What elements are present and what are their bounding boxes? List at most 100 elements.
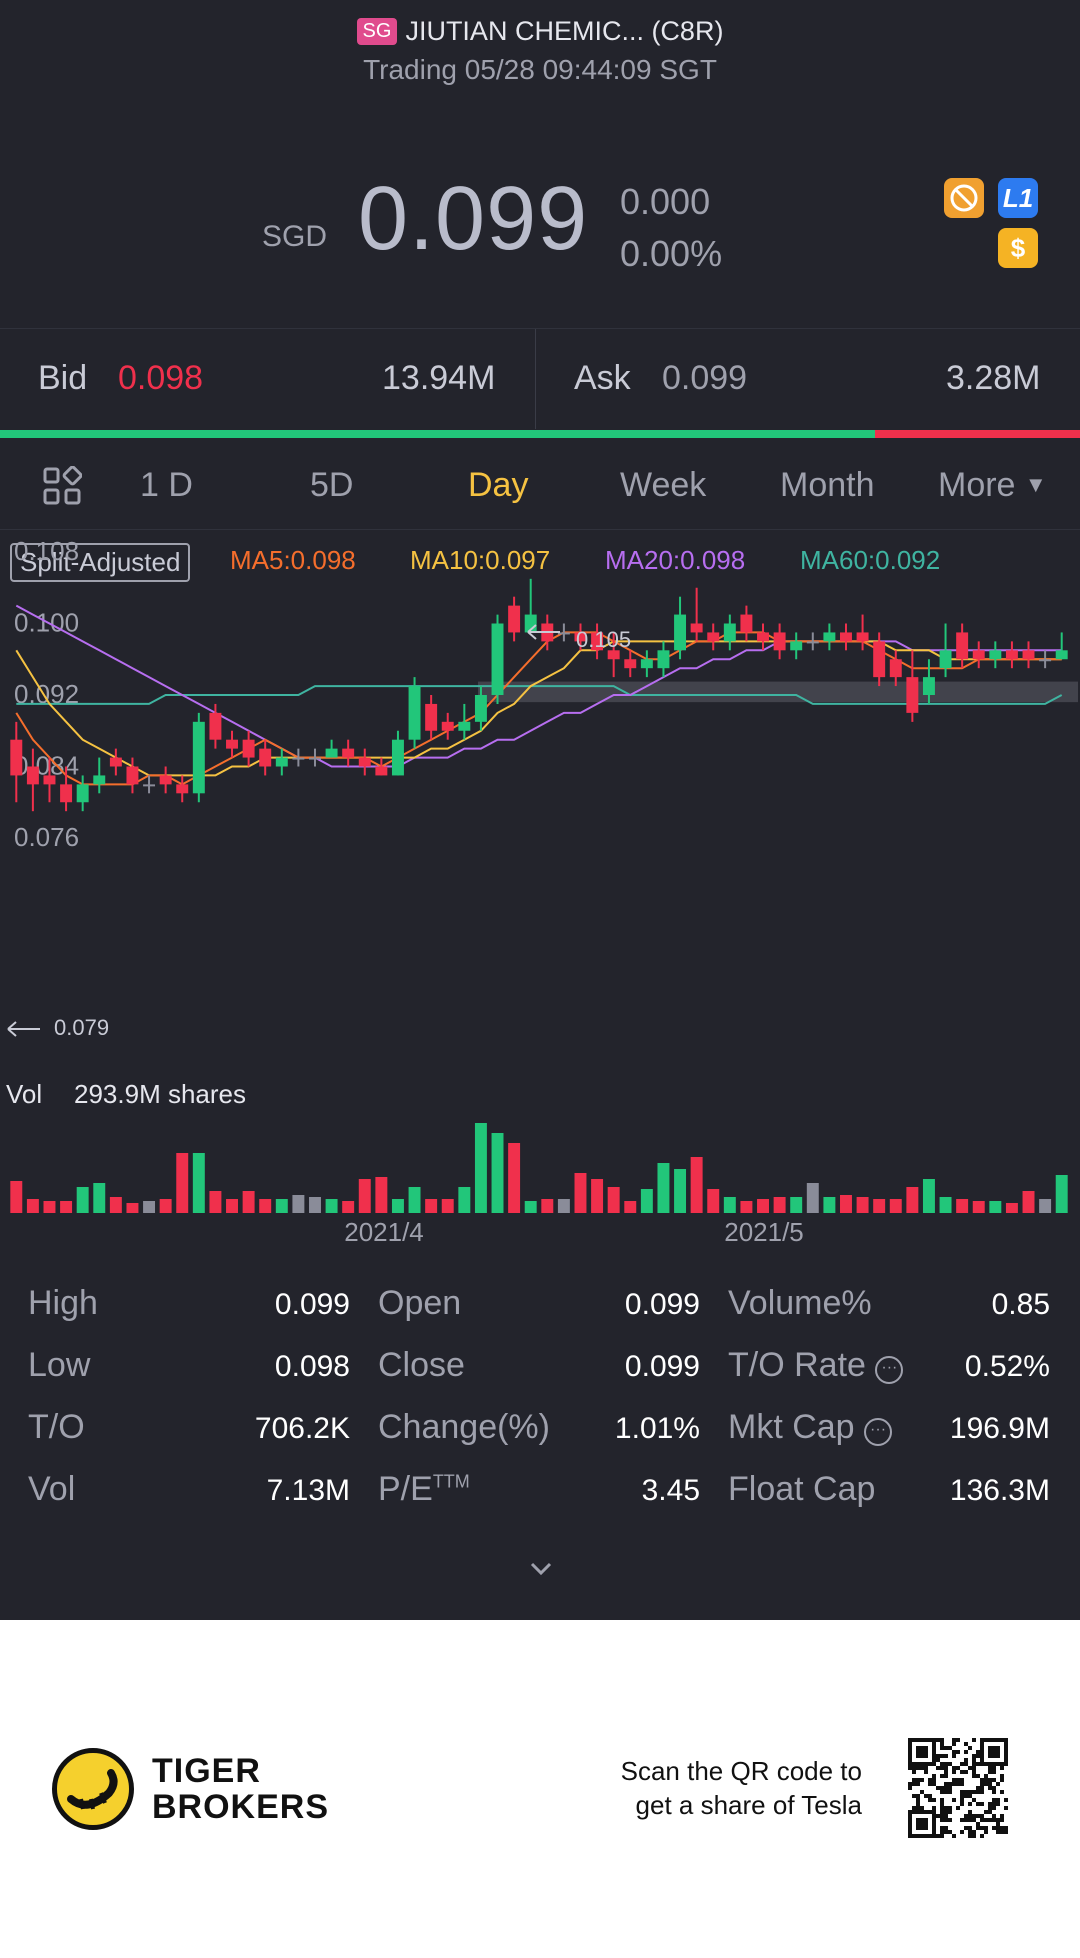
currency-label: SGD	[262, 220, 328, 253]
volume-bar	[474, 1123, 487, 1213]
bid-ask-panel: Bid 0.098 13.94M Ask 0.099 3.28M	[0, 328, 1080, 429]
tab-month[interactable]: Month	[780, 466, 875, 504]
volume-bar	[922, 1179, 935, 1213]
volume-bar	[159, 1199, 172, 1213]
candle-body	[591, 632, 604, 651]
candle-body	[840, 632, 852, 642]
stat-pe-sup: TTM	[432, 1471, 470, 1492]
stat-mkt-cap-label[interactable]: Mkt Cap ···	[728, 1408, 893, 1447]
stat-close-value: 0.099	[624, 1350, 700, 1383]
volume-bar	[557, 1199, 570, 1213]
ask-size: 3.28M	[946, 359, 1041, 397]
stat-open-value: 0.099	[624, 1288, 700, 1321]
promo-text-line1: Scan the QR code to	[620, 1756, 862, 1786]
volume-bar	[10, 1181, 23, 1213]
volume-bar	[624, 1201, 637, 1213]
volume-bar	[657, 1163, 670, 1213]
stat-high-label: High	[28, 1284, 98, 1322]
volume-bar	[574, 1173, 587, 1213]
split-adjusted-toggle[interactable]: Split-Adjusted	[10, 543, 191, 582]
stat-to-rate-label[interactable]: T/O Rate ···	[728, 1346, 904, 1385]
arrow-left-icon	[527, 624, 560, 640]
volume-bar	[325, 1199, 338, 1213]
stat-to-rate-text: T/O Rate	[728, 1346, 866, 1384]
candle-body	[557, 632, 570, 635]
grid-icon[interactable]	[42, 465, 83, 511]
ma10-line	[15, 640, 1062, 777]
tab-more[interactable]: More ▼	[938, 466, 1047, 505]
tab-5d[interactable]: 5D	[310, 466, 354, 504]
tiger-logo-icon	[52, 1748, 134, 1830]
volume-bar	[873, 1199, 886, 1213]
candle-body	[358, 757, 371, 767]
candle-body	[889, 659, 902, 678]
volume-bar	[491, 1133, 504, 1213]
candle-body	[143, 784, 156, 787]
volume-bar	[43, 1201, 56, 1213]
candle-body	[391, 739, 404, 776]
qr-code-icon[interactable]	[908, 1738, 1008, 1838]
more-label: More	[938, 466, 1016, 504]
candle-body	[1022, 650, 1035, 660]
stat-high-value: 0.099	[274, 1288, 350, 1321]
stat-mkt-cap-value: 196.9M	[949, 1412, 1050, 1445]
candle-body	[806, 641, 819, 644]
volume-bar	[375, 1177, 388, 1213]
stat-change-value: 1.01%	[614, 1412, 700, 1445]
volume-bar	[309, 1197, 321, 1213]
market-badge: SG	[356, 18, 398, 45]
x-tick-label: 2021/4	[344, 1217, 424, 1245]
bid-ratio-bar	[0, 430, 875, 438]
volume-bar	[806, 1183, 819, 1213]
candle-body	[989, 650, 1002, 660]
candle-body	[259, 748, 272, 767]
stat-pe-value: 3.45	[641, 1474, 700, 1507]
volume-bar	[723, 1197, 736, 1213]
stat-float-cap-label: Float Cap	[728, 1470, 876, 1508]
dollar-icon[interactable]: $	[998, 228, 1038, 268]
level1-icon[interactable]: L1	[998, 178, 1038, 218]
info-icon[interactable]: ···	[864, 1418, 893, 1446]
volume-bar	[591, 1179, 604, 1213]
info-icon[interactable]: ···	[875, 1356, 904, 1384]
volume-bar	[939, 1197, 952, 1213]
volume-bar	[757, 1199, 769, 1213]
ma20-line	[15, 604, 1062, 768]
candle-body	[508, 605, 521, 633]
volume-bar	[972, 1201, 985, 1213]
volume-bar	[126, 1203, 139, 1213]
stat-vol-label: Vol	[28, 1470, 76, 1508]
chevron-down-icon[interactable]	[530, 1558, 552, 1580]
candle-body	[740, 614, 753, 633]
stat-vol-value: 7.13M	[266, 1474, 350, 1507]
volume-bar	[508, 1143, 521, 1213]
candle-body	[823, 632, 836, 642]
candle-body	[873, 641, 886, 678]
volume-bar	[342, 1201, 355, 1213]
candle-body	[408, 686, 421, 740]
candle-body	[242, 739, 255, 758]
candle-body	[109, 757, 122, 767]
candle-body	[275, 757, 288, 767]
volume-bar	[773, 1197, 786, 1213]
ask-price: 0.099	[662, 359, 748, 397]
volume-bar	[840, 1195, 852, 1213]
stat-float-cap-value: 136.3M	[949, 1474, 1050, 1507]
volume-bar	[60, 1201, 73, 1213]
candle-body	[674, 614, 687, 651]
tab-1d[interactable]: 1 D	[140, 466, 193, 504]
volume-bar	[889, 1199, 902, 1213]
no-ads-icon[interactable]	[944, 178, 984, 218]
tab-week[interactable]: Week	[620, 466, 707, 504]
x-tick-label: 2021/5	[724, 1217, 804, 1245]
bid-price: 0.098	[118, 359, 204, 397]
volume-bar	[1022, 1191, 1035, 1213]
stock-title[interactable]: SG JIUTIAN CHEMIC... (C8R)	[0, 16, 1080, 47]
volume-bar	[707, 1189, 720, 1213]
candle-body	[60, 784, 73, 803]
tab-day[interactable]: Day	[468, 466, 529, 504]
promo-footer: TIGER BROKERS Scan the QR code to get a …	[0, 1620, 1080, 1958]
candle-body	[76, 784, 89, 803]
volume-bar	[109, 1197, 122, 1213]
